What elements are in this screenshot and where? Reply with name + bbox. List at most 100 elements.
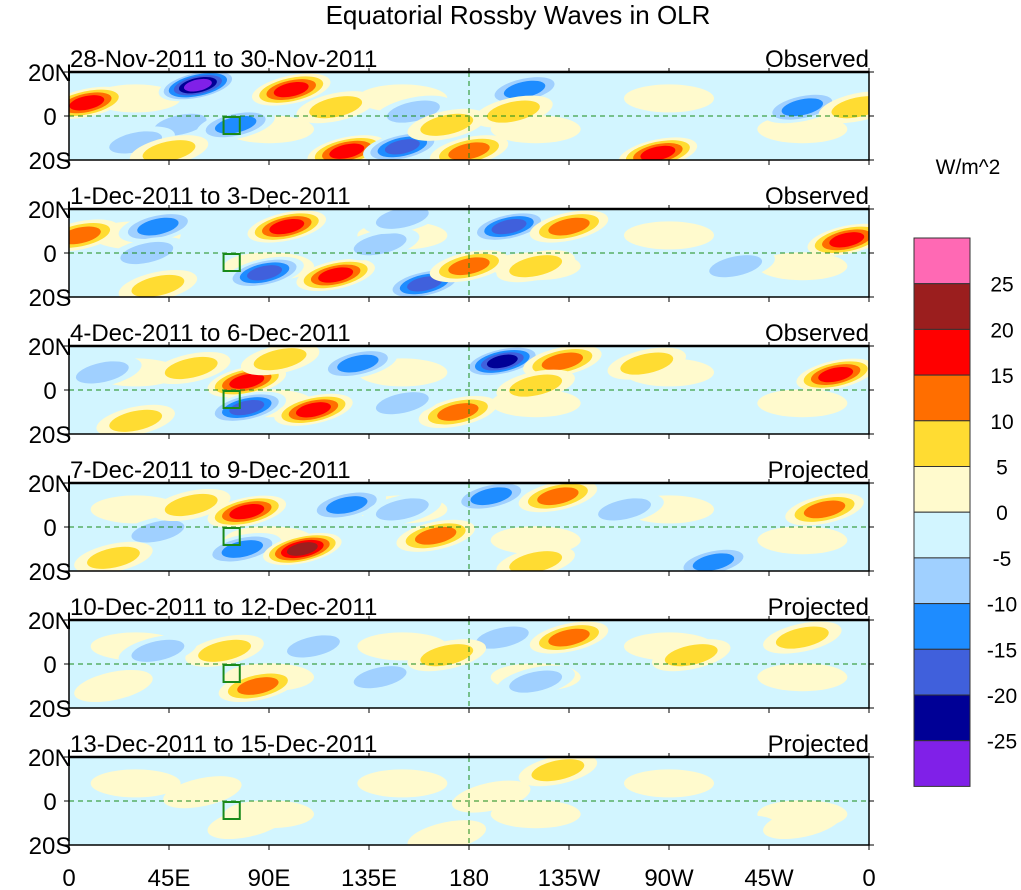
anomaly-contour	[131, 520, 185, 543]
anomaly-blob	[757, 663, 848, 692]
anomaly-contour	[164, 493, 218, 517]
anomaly-contour	[420, 644, 474, 667]
anomaly-contour	[407, 276, 443, 292]
anomaly-contour	[142, 140, 196, 160]
colorbar-swatch	[913, 374, 971, 422]
x-tick-label: 90W	[644, 865, 694, 890]
anomaly-contour	[451, 780, 531, 813]
x-tick-label: 135E	[341, 865, 397, 890]
anomaly-contour	[375, 209, 429, 229]
y-tick-label: 0	[43, 515, 56, 542]
anomaly-contour	[414, 526, 457, 545]
x-tick-label: 135W	[538, 865, 601, 890]
colorbar-swatch	[913, 237, 971, 285]
x-axis: 0 45E 90E 135E 180 135W 90W 45W 0	[62, 865, 875, 890]
panels: 20N 0 20S 28-Nov-2011 to 30-Nov-2011 Observe…	[28, 46, 874, 860]
anomaly-contour	[75, 361, 129, 384]
anomaly-contour	[87, 546, 140, 569]
anomaly-blob	[90, 769, 181, 798]
panel-kind-label: Observed	[765, 320, 869, 347]
colorbar-label: -20	[987, 685, 1017, 708]
y-tick-label: 20N	[28, 197, 72, 224]
anomaly-contour	[375, 392, 429, 415]
anomaly-contour	[137, 217, 179, 236]
anomaly-contour	[503, 80, 546, 99]
colorbar-label: -10	[987, 594, 1017, 617]
anomaly-field	[74, 621, 848, 703]
panel-period-label: 28-Nov-2011 to 30-Nov-2011	[70, 46, 377, 73]
anomaly-contour	[329, 143, 365, 159]
anomaly-contour	[198, 639, 251, 662]
index-box	[222, 390, 241, 409]
panel-kind-label: Projected	[768, 457, 869, 484]
y-tick-label: 20S	[29, 833, 72, 860]
panel-kind-label: Observed	[765, 183, 869, 210]
colorbar: W/m^2 25 20 15 10 5 0 -5 -10 -15 -20 -25	[913, 156, 1017, 787]
panel-1: 20N 0 20S 28-Nov-2011 to 30-Nov-2011 Observe…	[28, 46, 874, 175]
anomaly-blob	[757, 526, 848, 555]
anomaly-contour	[131, 639, 185, 662]
x-tick-label: 0	[62, 865, 75, 890]
anomaly-contour	[509, 670, 563, 693]
anomaly-contour	[326, 496, 368, 514]
anomaly-contour	[253, 348, 307, 371]
anomaly-contour	[709, 255, 763, 278]
anomaly-contour	[214, 115, 257, 134]
panel-2: 20N 0 20S 1-Dec-2011 to 3-Dec-2011 Observed	[28, 183, 874, 312]
panel-period-label: 13-Dec-2011 to 15-Dec-2011	[70, 731, 377, 758]
colorbar-swatch	[913, 328, 971, 376]
anomaly-contour	[640, 145, 676, 160]
colorbar-swatch	[913, 511, 971, 559]
anomaly-contour	[487, 100, 540, 123]
colorbar-swatch	[913, 283, 971, 330]
anomaly-contour	[286, 542, 318, 556]
colorbar-swatch	[913, 466, 971, 513]
anomaly-contour	[318, 267, 354, 283]
anomaly-blob	[357, 769, 448, 798]
y-tick-label: 20S	[29, 422, 72, 449]
anomaly-contour	[273, 81, 309, 98]
anomaly-blob	[757, 389, 848, 418]
anomaly-contour	[781, 98, 824, 117]
index-box	[222, 116, 241, 135]
anomaly-field	[74, 483, 864, 571]
panel-5: 20N 0 20S 10-Dec-2011 to 12-Dec-2011 Project…	[28, 594, 874, 723]
anomaly-contour	[598, 498, 651, 521]
anomaly-blob	[490, 800, 581, 829]
colorbar-swatch	[913, 557, 971, 605]
y-tick-label: 20N	[28, 60, 72, 87]
anomaly-contour	[548, 217, 590, 236]
panel-period-label: 10-Dec-2011 to 12-Dec-2011	[70, 594, 377, 621]
y-tick-label: 20N	[28, 471, 72, 498]
panel-period-label: 4-Dec-2011 to 6-Dec-2011	[70, 320, 351, 347]
anomaly-contour	[829, 232, 865, 248]
anomaly-contour	[620, 352, 674, 375]
anomaly-contour	[763, 806, 842, 840]
y-tick-label: 20S	[29, 696, 72, 723]
anomaly-contour	[109, 409, 163, 432]
colorbar-swatch	[913, 420, 971, 467]
anomaly-contour	[448, 142, 490, 160]
colorbar-label: 25	[990, 274, 1013, 297]
anomaly-field	[69, 346, 869, 434]
y-tick-label: 0	[43, 652, 56, 679]
anomaly-contour	[509, 374, 563, 397]
y-tick-label: 0	[43, 241, 56, 268]
anomaly-contour	[803, 500, 846, 519]
colorbar-label: -5	[993, 548, 1012, 571]
anomaly-contour	[337, 354, 379, 373]
chart-title: Equatorial Rossby Waves in OLR	[326, 0, 711, 30]
anomaly-contour	[237, 677, 279, 695]
anomaly-field	[69, 72, 869, 160]
colorbar-label: 5	[996, 457, 1008, 480]
anomaly-contour	[831, 96, 869, 119]
anomaly-contour	[384, 139, 420, 155]
panel-period-label: 7-Dec-2011 to 9-Dec-2011	[70, 457, 351, 484]
anomaly-contour	[69, 95, 105, 111]
colorbar-label: 15	[990, 365, 1013, 388]
colorbar-label: -25	[987, 731, 1017, 754]
anomaly-contour	[509, 255, 563, 278]
index-box	[222, 527, 241, 546]
anomaly-contour	[74, 669, 153, 703]
